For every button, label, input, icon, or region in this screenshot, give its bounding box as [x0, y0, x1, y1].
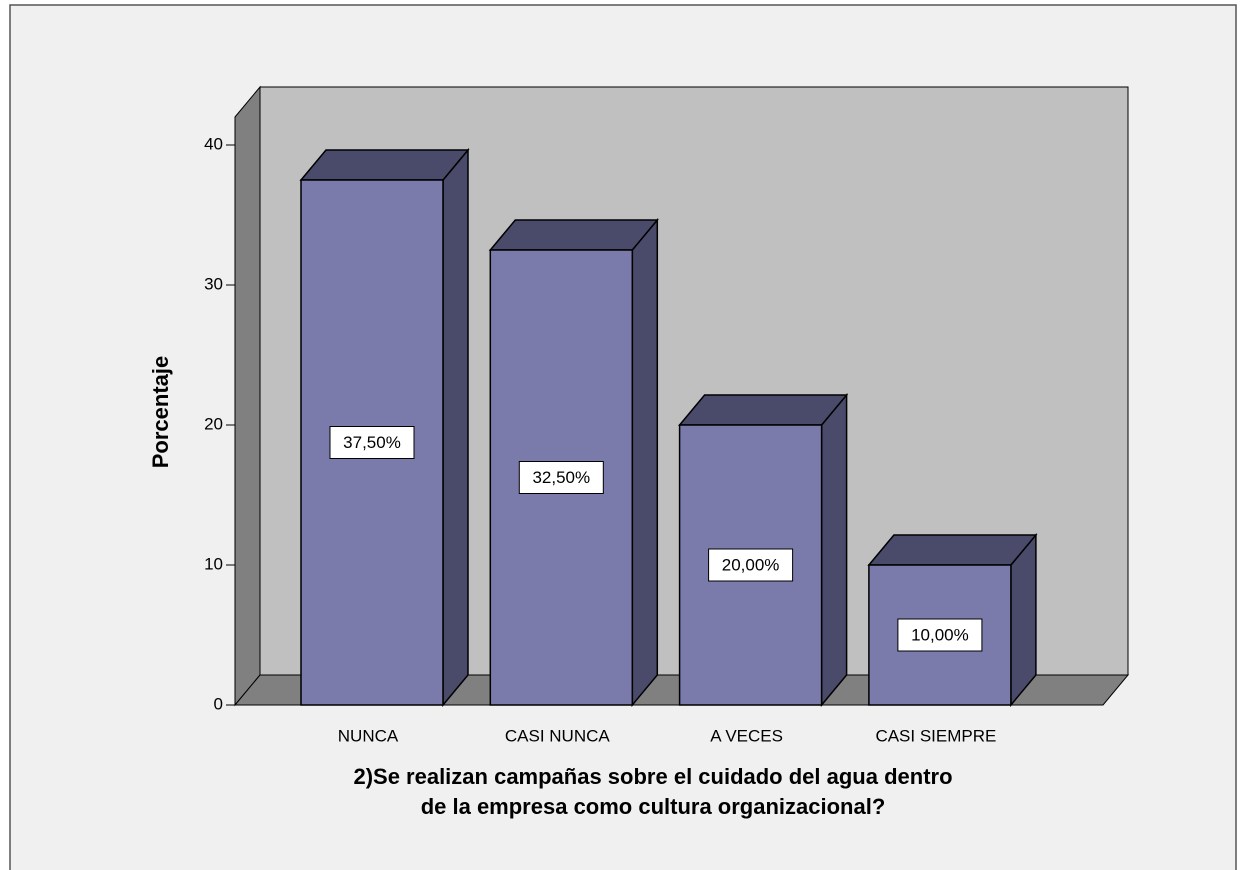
- x-tick-label: CASI SIEMPRE: [875, 726, 996, 745]
- x-tick-label: A VECES: [710, 726, 783, 745]
- bar-top: [867, 534, 1038, 566]
- x-tick-label: NUNCA: [338, 726, 399, 745]
- value-label: 32,50%: [532, 468, 590, 487]
- bar-side: [442, 147, 469, 708]
- y-tick-label: 30: [204, 274, 223, 293]
- value-label-box: [708, 548, 794, 582]
- value-label-box: [518, 461, 604, 494]
- bar-side: [820, 392, 848, 708]
- value-label-box: [329, 426, 415, 459]
- y-tick-label: 0: [214, 694, 223, 713]
- bar-top: [677, 394, 849, 426]
- y-tick-label: 40: [204, 134, 223, 153]
- y-axis-label: Porcentaje: [148, 356, 173, 469]
- value-label-box: [897, 618, 983, 652]
- y-tick-label: 10: [204, 554, 223, 573]
- x-tick-label: CASI NUNCA: [505, 726, 611, 745]
- value-label: 20,00%: [722, 555, 780, 574]
- bar-side: [631, 217, 659, 708]
- bar-top: [299, 149, 470, 181]
- left-wall: [234, 85, 261, 707]
- x-axis-label: de la empresa como cultura organizaciona…: [421, 794, 886, 819]
- value-label: 10,00%: [911, 625, 969, 644]
- x-axis-label: 2)Se realizan campañas sobre el cuidado …: [353, 764, 952, 789]
- bar-top: [488, 219, 659, 251]
- value-label: 37,50%: [343, 433, 401, 452]
- y-tick-label: 20: [204, 414, 223, 433]
